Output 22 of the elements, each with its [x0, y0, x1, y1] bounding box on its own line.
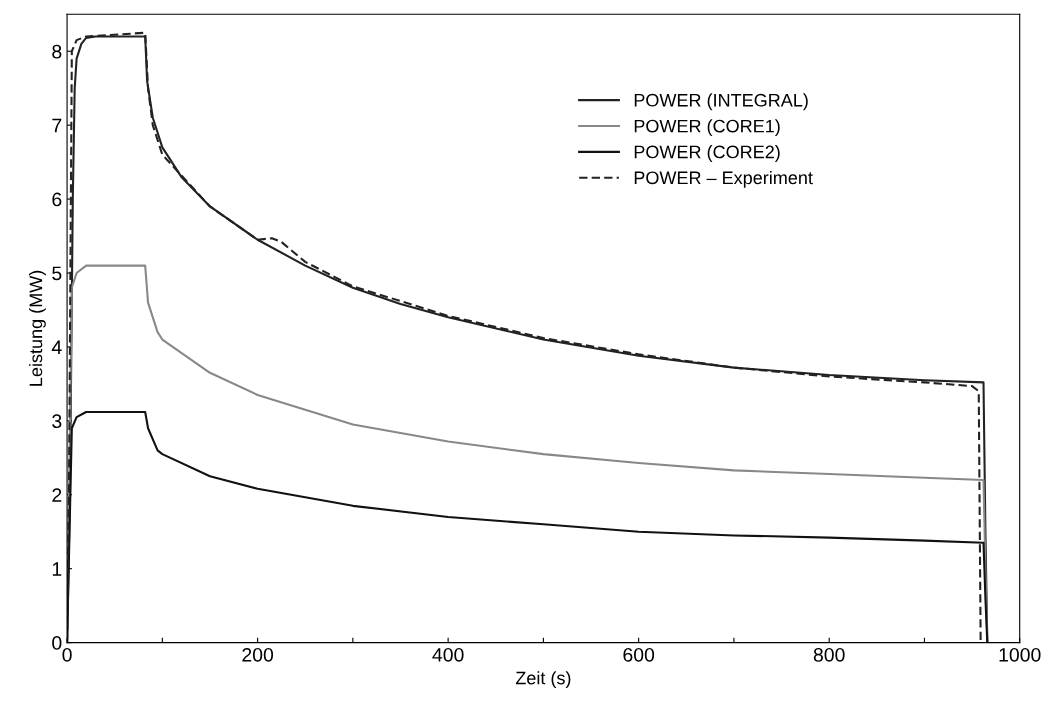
y-tick-label: 8: [52, 44, 62, 59]
legend-label: POWER (CORE2): [634, 145, 780, 162]
y-tick-label: 5: [52, 266, 62, 281]
legend-label: POWER (CORE1): [634, 119, 780, 137]
y-tick-label: 2: [52, 488, 62, 502]
y-tick-label: 7: [52, 118, 62, 133]
y-tick-label: 1: [52, 562, 62, 576]
y-axis-title: Leistung (MW): [29, 270, 46, 386]
x-tick-label: 600: [623, 647, 655, 662]
x-tick-label: 200: [242, 647, 274, 662]
x-tick-label: 800: [813, 647, 845, 662]
x-axis-title: Zeit (s): [515, 671, 571, 688]
x-tick-label: 1000: [999, 647, 1041, 662]
line-series: [67, 410, 989, 643]
y-tick-label: 0: [52, 636, 62, 650]
x-tick-label: 0: [62, 647, 72, 662]
legend-label: POWER (INTEGRAL): [634, 93, 808, 111]
y-tick-label: 3: [52, 414, 62, 429]
y-tick-label: 4: [51, 340, 62, 354]
x-tick-label: 400: [432, 647, 464, 662]
legend-label: POWER – Experiment: [634, 170, 813, 188]
y-tick-label: 6: [52, 192, 62, 207]
